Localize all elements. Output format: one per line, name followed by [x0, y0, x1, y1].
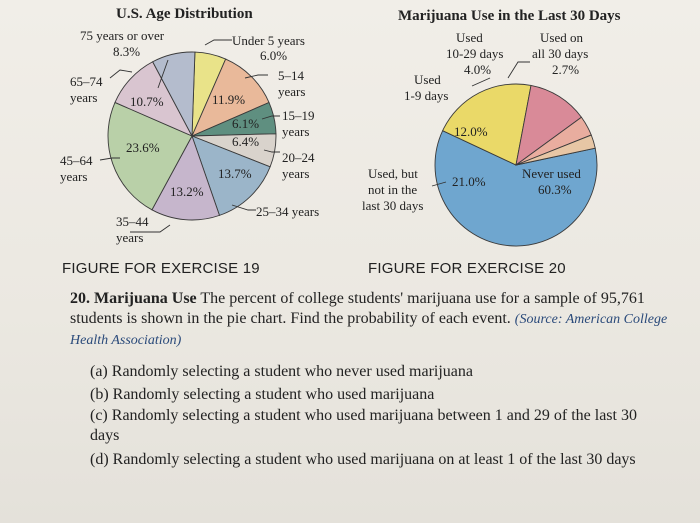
- label-35-44-pct: 13.2%: [170, 184, 204, 199]
- label-20-24-line1: 20–24: [282, 150, 315, 165]
- label-5-14-line2: years: [278, 84, 306, 99]
- label-over75-pct: 8.3%: [113, 44, 141, 59]
- label-never-line1: Never used: [522, 166, 581, 181]
- label-under5-pct: 6.0%: [260, 48, 288, 63]
- leader-20-24: [263, 149, 280, 153]
- exercise-heading: Marijuana Use: [94, 290, 197, 307]
- leader-lines: [99, 39, 530, 233]
- label-never-pct: 60.3%: [538, 182, 572, 197]
- item-b-text: Randomly selecting a student who used ma…: [112, 386, 435, 403]
- pie-slice-45-64-years: [107, 101, 193, 211]
- label-65-74-line2: years: [70, 90, 98, 105]
- exercise-item-c: (c) Randomly selecting a student who use…: [90, 406, 660, 446]
- label-5-14-line1: 5–14: [278, 68, 304, 83]
- label-15-19-line2: years: [282, 124, 310, 139]
- leader-all30: [507, 61, 530, 79]
- leader-under5: [204, 39, 232, 46]
- exercise-body: The percent of college students' marijua…: [70, 290, 645, 327]
- label-45-64-line1: 45–64: [60, 153, 93, 168]
- figure-caption-20: FIGURE FOR EXERCISE 20: [368, 260, 566, 277]
- leader-15-19: [261, 115, 280, 120]
- label-25-34-pct: 13.7%: [218, 166, 252, 181]
- leader-25-34: [231, 204, 256, 211]
- label-35-44-line1: 35–44: [116, 214, 149, 229]
- item-d-text: Randomly selecting a student who used ma…: [112, 451, 636, 468]
- label-65-74-line1: 65–74: [70, 74, 103, 89]
- label-used-but-line2: not in the: [368, 182, 418, 197]
- label-15-19-pct: 6.1%: [232, 116, 260, 131]
- pie-slice-25-34-years: [191, 135, 271, 216]
- label-10-29-line2: 10-29 days: [446, 46, 504, 61]
- label-20-24-line2: years: [282, 166, 310, 181]
- pie-slice-never-used: [434, 130, 598, 247]
- exercise-20: 20. Marijuana Use The percent of college…: [70, 289, 670, 351]
- label-all30-pct: 2.7%: [552, 62, 580, 77]
- item-c-label: (c): [90, 407, 108, 424]
- label-all30-line2: all 30 days: [532, 46, 589, 61]
- label-used-but-line1: Used, but: [368, 166, 418, 181]
- leader-45-64: [99, 157, 120, 161]
- leader-5-14: [244, 74, 268, 79]
- leader-35-44: [130, 224, 171, 233]
- item-c-text: Randomly selecting a student who used ma…: [90, 407, 637, 444]
- label-1-9-pct: 12.0%: [454, 124, 488, 139]
- right-chart-title: Marijuana Use in the Last 30 Days: [398, 8, 621, 24]
- age-pie-chart: [107, 51, 277, 221]
- label-15-19-line1: 15–19: [282, 108, 315, 123]
- label-10-29-line1: Used: [456, 30, 483, 45]
- leader-over75: [157, 59, 169, 89]
- label-20-24-pct: 6.4%: [232, 134, 260, 149]
- exercise-item-a: (a) Randomly selecting a student who nev…: [90, 362, 660, 382]
- label-used-but-line3: last 30 days: [362, 198, 424, 213]
- item-a-text: Randomly selecting a student who never u…: [111, 363, 473, 380]
- exercise-source: (Source: American College Health Associa…: [70, 312, 668, 348]
- label-35-44-line2: years: [116, 230, 144, 245]
- label-all30-line1: Used on: [540, 30, 583, 45]
- label-used-but-pct: 21.0%: [452, 174, 486, 189]
- label-65-74-pct: 10.7%: [130, 94, 164, 109]
- figure-caption-19: FIGURE FOR EXERCISE 19: [62, 260, 260, 277]
- pie-slice-used-on-all-30-days: [515, 134, 596, 166]
- item-d-label: (d): [90, 451, 109, 468]
- pie-slice-used-1-9-days: [515, 84, 583, 167]
- label-10-29-pct: 4.0%: [464, 62, 492, 77]
- label-1-9-line2: 1-9 days: [404, 88, 449, 103]
- label-45-64-line2: years: [60, 169, 88, 184]
- label-45-64-pct: 23.6%: [126, 140, 160, 155]
- pie-slice-used-but-not-in-the-last-30-days: [442, 83, 532, 166]
- exercise-number: 20.: [70, 290, 90, 307]
- left-chart-title: U.S. Age Distribution: [116, 6, 253, 22]
- leader-10-29: [471, 77, 491, 87]
- leader-65-74: [109, 69, 133, 79]
- item-b-label: (b): [90, 386, 109, 403]
- leader-used-but: [431, 181, 447, 187]
- exercise-item-d: (d) Randomly selecting a student who use…: [90, 450, 660, 470]
- label-1-9-line1: Used: [414, 72, 441, 87]
- label-25-34: 25–34 years: [256, 204, 320, 219]
- pie-slice-35-44-years: [151, 134, 221, 221]
- marijuana-pie-chart: [434, 83, 598, 247]
- item-a-label: (a): [90, 363, 108, 380]
- label-over75: 75 years or over: [80, 28, 165, 43]
- label-5-14-pct: 11.9%: [212, 92, 246, 107]
- label-under5: Under 5 years: [232, 33, 305, 48]
- exercise-item-b: (b) Randomly selecting a student who use…: [90, 385, 660, 405]
